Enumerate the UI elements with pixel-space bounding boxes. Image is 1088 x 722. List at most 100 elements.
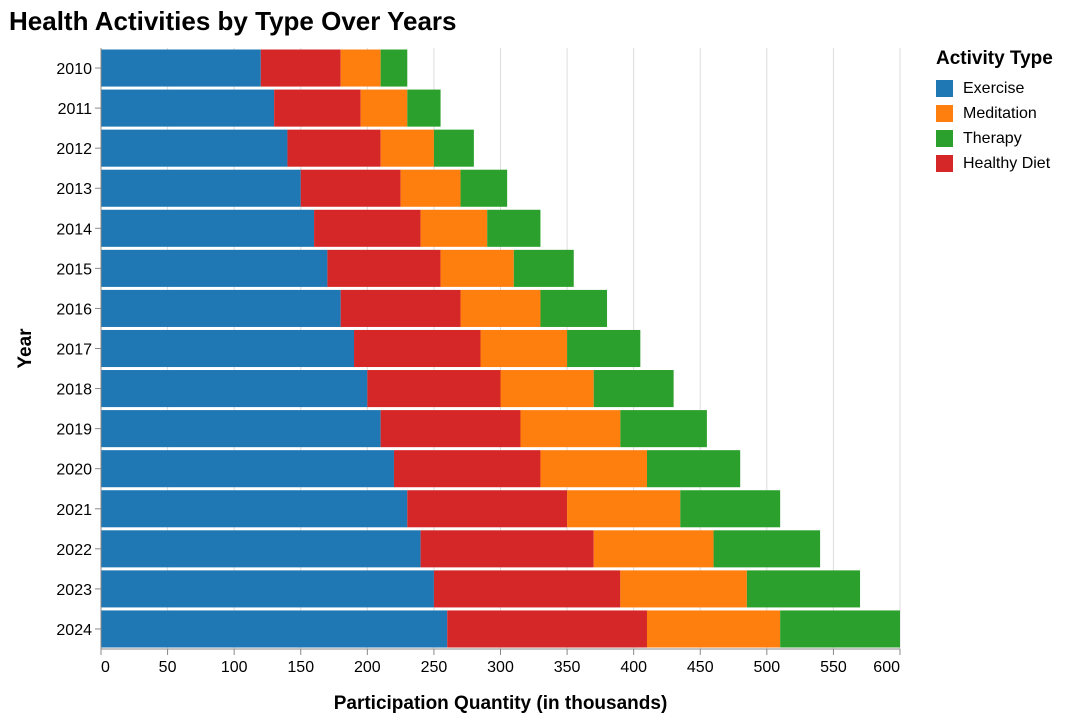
bar-healthy-diet-2013 (300, 169, 401, 207)
bar-exercise-2023 (101, 570, 434, 608)
x-tick-label: 150 (287, 659, 314, 676)
bar-meditation-2022 (593, 530, 714, 568)
bar-exercise-2013 (101, 169, 301, 207)
bar-exercise-2016 (101, 289, 341, 327)
bar-healthy-diet-2023 (433, 570, 621, 608)
x-tick-label: 450 (687, 659, 714, 676)
legend-label: Exercise (963, 79, 1025, 97)
bar-therapy-2018 (593, 370, 674, 408)
legend-swatch (936, 155, 953, 172)
x-axis-title: Participation Quantity (in thousands) (334, 693, 668, 714)
legend-item-exercise: Exercise (936, 76, 1053, 101)
legend-label: Healthy Diet (963, 154, 1051, 172)
x-tick-label: 300 (487, 659, 514, 676)
bar-therapy-2024 (780, 610, 900, 648)
bar-healthy-diet-2022 (420, 530, 594, 568)
bar-therapy-2012 (433, 129, 474, 167)
bar-therapy-2020 (646, 450, 741, 488)
legend: Activity Type Exercise Meditation Therapy H… (936, 48, 1053, 176)
bar-meditation-2010 (340, 49, 381, 87)
y-tick-label: 2017 (56, 342, 92, 359)
bar-therapy-2011 (407, 89, 441, 127)
legend-swatch (936, 105, 953, 122)
bar-exercise-2010 (101, 49, 261, 87)
bar-therapy-2019 (620, 410, 707, 448)
y-tick-label: 2011 (58, 101, 93, 118)
y-tick-label: 2016 (56, 301, 92, 318)
x-tick-label: 400 (620, 659, 647, 676)
y-tick-label: 2012 (56, 141, 92, 158)
bar-healthy-diet-2010 (260, 49, 341, 87)
bar-healthy-diet-2020 (393, 450, 541, 488)
bar-healthy-diet-2019 (380, 410, 521, 448)
bar-meditation-2019 (520, 410, 621, 448)
bar-therapy-2013 (460, 169, 508, 207)
y-tick-label: 2018 (56, 382, 92, 399)
x-tick-label: 550 (820, 659, 847, 676)
legend-item-meditation: Meditation (936, 101, 1053, 126)
bar-meditation-2024 (646, 610, 781, 648)
legend-swatch (936, 130, 953, 147)
bars (101, 49, 900, 648)
bar-meditation-2023 (620, 570, 747, 608)
bar-therapy-2010 (380, 49, 408, 87)
bar-healthy-diet-2017 (354, 329, 481, 368)
chart-title: Health Activities by Type Over Years (9, 6, 457, 36)
legend-label: Meditation (963, 104, 1037, 122)
legend-swatch (936, 80, 953, 97)
bar-exercise-2018 (101, 370, 368, 408)
bar-healthy-diet-2011 (274, 89, 361, 127)
y-tick-label: 2023 (56, 582, 92, 599)
bar-exercise-2019 (101, 410, 381, 448)
bar-healthy-diet-2024 (447, 610, 647, 648)
bar-healthy-diet-2021 (407, 490, 568, 528)
bar-therapy-2015 (513, 249, 574, 287)
bar-healthy-diet-2012 (287, 129, 381, 167)
bar-meditation-2021 (567, 490, 681, 528)
bar-exercise-2017 (101, 329, 355, 368)
x-tick-label: 350 (554, 659, 581, 676)
bar-exercise-2024 (101, 610, 448, 648)
bar-healthy-diet-2016 (340, 289, 461, 327)
bar-exercise-2015 (101, 249, 328, 287)
y-tick-label: 2020 (56, 462, 92, 479)
bar-exercise-2011 (101, 89, 275, 127)
bar-meditation-2013 (400, 169, 461, 207)
bar-exercise-2021 (101, 490, 408, 528)
bar-therapy-2017 (567, 329, 641, 368)
bar-meditation-2017 (480, 329, 568, 368)
bar-meditation-2018 (500, 370, 594, 408)
x-tick-label: 200 (354, 659, 381, 676)
y-tick-label: 2010 (56, 61, 92, 78)
y-axis-title: Year (15, 328, 36, 369)
x-tick-label: 250 (421, 659, 448, 676)
x-tick-label: 100 (221, 659, 248, 676)
bar-healthy-diet-2015 (327, 249, 441, 287)
bar-meditation-2020 (540, 450, 647, 488)
y-tick-label: 2013 (56, 181, 92, 198)
y-tick-label: 2022 (56, 542, 92, 559)
bar-exercise-2014 (101, 209, 315, 247)
bar-exercise-2020 (101, 450, 394, 488)
y-tick-label: 2015 (56, 261, 92, 278)
bar-therapy-2016 (540, 289, 608, 327)
bar-healthy-diet-2018 (367, 370, 501, 408)
x-tick-label: 0 (101, 659, 110, 676)
legend-item-therapy: Therapy (936, 126, 1053, 151)
bar-therapy-2021 (680, 490, 781, 528)
legend-items: Exercise Meditation Therapy Healthy Diet (936, 76, 1053, 176)
bar-therapy-2023 (746, 570, 861, 608)
y-tick-label: 2021 (56, 502, 92, 519)
axes: 0 50 100 150 200 250 300 350 400 450 500 550 600 2010… (56, 48, 901, 676)
legend-title: Activity Type (936, 48, 1053, 69)
bar-therapy-2014 (487, 209, 541, 247)
y-tick-label: 2014 (56, 221, 92, 238)
bar-healthy-diet-2014 (314, 209, 421, 247)
legend-label: Therapy (963, 129, 1022, 147)
bar-meditation-2011 (360, 89, 408, 127)
legend-item-healthy-diet: Healthy Diet (936, 151, 1053, 176)
bar-exercise-2012 (101, 129, 288, 167)
bar-meditation-2014 (420, 209, 488, 247)
y-tick-label: 2024 (56, 622, 92, 639)
